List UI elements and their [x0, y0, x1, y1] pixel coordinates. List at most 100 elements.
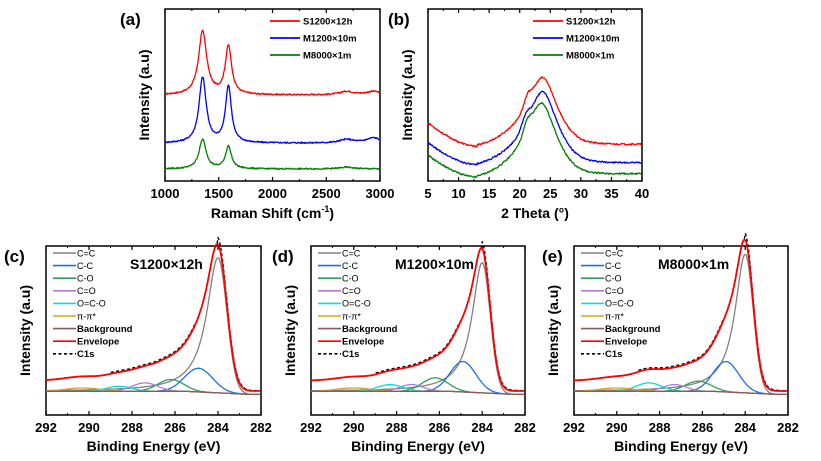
legend-entry: Background [342, 324, 398, 335]
x-tick-label: 292 [35, 420, 57, 435]
x-tick-label: 288 [649, 420, 671, 435]
x-tick-label: 292 [563, 420, 585, 435]
legend-entry: C=O [605, 286, 624, 296]
background-line [574, 390, 788, 396]
y-axis-title: Intensity (a.u) [399, 49, 415, 140]
x-tick-label: 5 [424, 186, 431, 201]
x-axis-title: Binding Energy (eV) [351, 438, 485, 454]
panel-label: (a) [120, 10, 141, 29]
x-tick-label: 286 [429, 420, 451, 435]
panel-label: (b) [388, 10, 410, 29]
x-tick-label: 286 [692, 420, 714, 435]
legend-entry: C-O [77, 274, 94, 284]
legend-entry: C-C [77, 261, 93, 271]
envelope-line [311, 247, 525, 392]
x-tick-label: 290 [343, 420, 365, 435]
legend-entry: C=C [342, 248, 361, 258]
legend-entry: C-O [605, 274, 622, 284]
legend-entry: C1s [605, 349, 622, 360]
legend-entry: C-O [342, 274, 359, 284]
legend-entry: Background [605, 324, 661, 335]
background-line [46, 390, 261, 396]
x-tick-label: 1000 [151, 186, 180, 201]
sample-title: M1200×10m [395, 256, 474, 272]
y-axis-title: Intensity (a.u) [282, 285, 298, 376]
legend-entry: Envelope [605, 337, 647, 348]
x-axis-title: Binding Energy (eV) [614, 438, 748, 454]
legend-entry: C1s [77, 349, 94, 360]
series-line-M8000×1m [164, 138, 381, 171]
x-tick-label: 284 [207, 420, 229, 435]
x-tick-label: 282 [777, 420, 799, 435]
y-axis-title: Intensity (a.u) [136, 49, 152, 140]
x-tick-label: 30 [574, 186, 588, 201]
y-axis-title: Intensity (a.u) [545, 285, 561, 376]
legend-entry: C1s [342, 349, 359, 360]
x-tick-label: 15 [482, 186, 496, 201]
x-tick-label: 288 [121, 420, 143, 435]
legend-entry: C=C [605, 248, 624, 258]
x-tick-label: 35 [604, 186, 618, 201]
series-line-S1200×12h [427, 76, 642, 148]
sample-title: S1200×12h [130, 256, 203, 272]
legend-entry: C=C [77, 248, 96, 258]
panel-label: (c) [4, 247, 25, 266]
series-line-S1200×12h [164, 29, 381, 96]
legend-entry: O=C-O [342, 299, 371, 309]
legend-entry: π-π* [342, 311, 361, 321]
x-tick-label: 290 [78, 420, 100, 435]
x-tick-label: 290 [606, 420, 628, 435]
x-tick-label: 2000 [258, 186, 287, 201]
series-line-M1200×10m [427, 90, 642, 166]
legend-entry: C-C [605, 261, 621, 271]
legend-entry: M1200×10m [566, 34, 620, 45]
x-tick-label: 25 [543, 186, 557, 201]
x-axis-title: Raman Shift (cm-1) [211, 204, 334, 221]
x-axis-title: Binding Energy (eV) [87, 438, 221, 454]
legend-entry: Background [77, 324, 133, 335]
legend-entry: π-π* [605, 311, 624, 321]
chart-d: (d) Intensity (a.u) 292 290 288 286 284 282 Bind… [272, 241, 536, 454]
x-tick-label: 292 [300, 420, 322, 435]
component-line-C-O [574, 380, 788, 396]
legend-entry: C-C [342, 261, 358, 271]
series-line-M8000×1m [427, 101, 642, 179]
x-tick-label: 284 [471, 420, 493, 435]
y-axis-title: Intensity (a.u) [17, 285, 33, 376]
x-tick-label: 286 [164, 420, 186, 435]
panel-label: (d) [272, 247, 294, 266]
chart-a: (a) Intensity (a.u) 1000 1500 2000 2500 3000 Ra… [120, 8, 395, 221]
background-line [311, 390, 525, 396]
legend-entry: O=C-O [605, 299, 634, 309]
x-tick-label: 20 [512, 186, 526, 201]
legend-entry: S1200×12h [303, 17, 353, 28]
envelope-line [574, 238, 788, 392]
series-line-M1200×10m [164, 76, 381, 144]
x-tick-label: 2500 [312, 186, 341, 201]
legend-entry: O=C-O [77, 299, 106, 309]
legend-entry: M8000×1m [303, 51, 351, 62]
legend-entry: C=O [77, 286, 96, 296]
component-line-C-O [46, 378, 261, 396]
x-tick-label: 282 [250, 420, 272, 435]
legend-entry: Envelope [77, 337, 119, 348]
x-tick-label: 288 [386, 420, 408, 435]
legend-entry: Envelope [342, 337, 384, 348]
x-tick-label: 40 [635, 186, 649, 201]
chart-b: (b) Intensity (a.u) 5 10 15 20 25 30 35 40 2 Theta… [388, 8, 649, 221]
panel-label: (e) [542, 247, 563, 266]
chart-e: (e) Intensity (a.u) 292 290 288 286 284 282 Bind… [542, 232, 799, 454]
x-tick-label: 282 [514, 420, 536, 435]
legend-entry: M8000×1m [566, 51, 614, 62]
chart-c: (c) Intensity (a.u) 292 290 288 286 284 282 Bind… [4, 236, 272, 454]
x-tick-label: 1500 [204, 186, 233, 201]
sample-title: M8000×1m [658, 256, 729, 272]
x-axis-title: 2 Theta (°) [501, 205, 569, 221]
x-tick-label: 3000 [366, 186, 395, 201]
legend-entry: C=O [342, 286, 361, 296]
envelope-line [46, 243, 261, 392]
legend-entry: S1200×12h [566, 17, 616, 28]
legend-entry: M1200×10m [303, 34, 357, 45]
x-tick-label: 10 [451, 186, 465, 201]
